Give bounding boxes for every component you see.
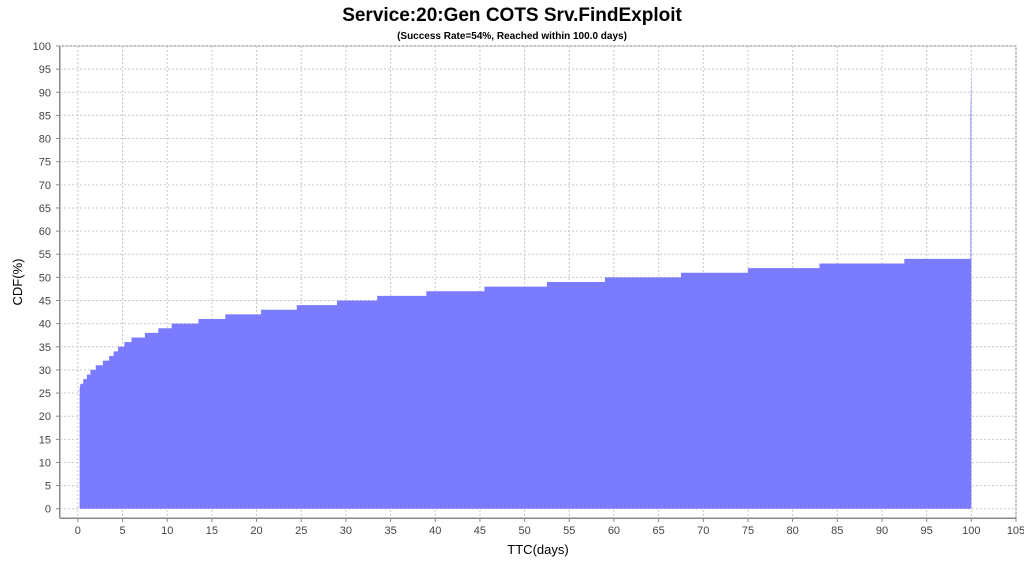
- y-tick-label: 35: [39, 342, 51, 354]
- y-tick-label: 100: [33, 41, 51, 53]
- y-tick-label: 30: [39, 365, 51, 377]
- y-tick-label: 20: [39, 411, 51, 423]
- cdf-area: [79, 69, 972, 509]
- x-tick-label: 90: [876, 525, 888, 537]
- x-tick-label: 75: [742, 525, 754, 537]
- x-tick-label: 45: [474, 525, 486, 537]
- x-tick-label: 60: [608, 525, 620, 537]
- y-tick-label: 5: [45, 481, 51, 493]
- chart-title: Service:20:Gen COTS Srv.FindExploit: [342, 5, 682, 26]
- x-tick-label: 100: [962, 525, 980, 537]
- y-tick-label: 15: [39, 434, 51, 446]
- x-tick-label: 20: [250, 525, 262, 537]
- x-tick-label: 95: [921, 525, 933, 537]
- x-tick-label: 80: [787, 525, 799, 537]
- y-tick-label: 60: [39, 226, 51, 238]
- y-tick-label: 65: [39, 203, 51, 215]
- x-tick-label: 55: [563, 525, 575, 537]
- x-tick-label: 30: [340, 525, 352, 537]
- x-tick-label: 0: [75, 525, 81, 537]
- y-tick-label: 75: [39, 157, 51, 169]
- x-tick-label: 85: [831, 525, 843, 537]
- y-tick-label: 0: [45, 504, 51, 516]
- y-tick-label: 10: [39, 457, 51, 469]
- x-axis-label: TTC(days): [507, 542, 568, 557]
- y-tick-label: 40: [39, 319, 51, 331]
- y-axis-label: CDF(%): [10, 259, 25, 306]
- x-tick-label: 35: [384, 525, 396, 537]
- y-tick-label: 45: [39, 296, 51, 308]
- y-tick-label: 95: [39, 64, 51, 76]
- x-tick-label: 50: [518, 525, 530, 537]
- x-tick-label: 5: [119, 525, 125, 537]
- axes: 0 5 10 15 20 25 30 35 40 45 50 55 60 65 70 75 80 85 90 95 10…: [33, 41, 1024, 537]
- x-tick-label: 70: [697, 525, 709, 537]
- y-tick-label: 80: [39, 134, 51, 146]
- y-tick-label: 50: [39, 272, 51, 284]
- x-tick-label: 10: [161, 525, 173, 537]
- y-tick-label: 70: [39, 180, 51, 192]
- x-tick-label: 25: [295, 525, 307, 537]
- x-tick-label: 105: [1007, 525, 1024, 537]
- y-tick-label: 25: [39, 388, 51, 400]
- y-tick-label: 85: [39, 110, 51, 122]
- y-tick-label: 55: [39, 249, 51, 261]
- x-tick-label: 15: [206, 525, 218, 537]
- y-tick-label: 90: [39, 87, 51, 99]
- chart-subtitle: (Success Rate=54%, Reached within 100.0 …: [397, 31, 627, 42]
- x-tick-label: 40: [429, 525, 441, 537]
- x-tick-label: 65: [652, 525, 664, 537]
